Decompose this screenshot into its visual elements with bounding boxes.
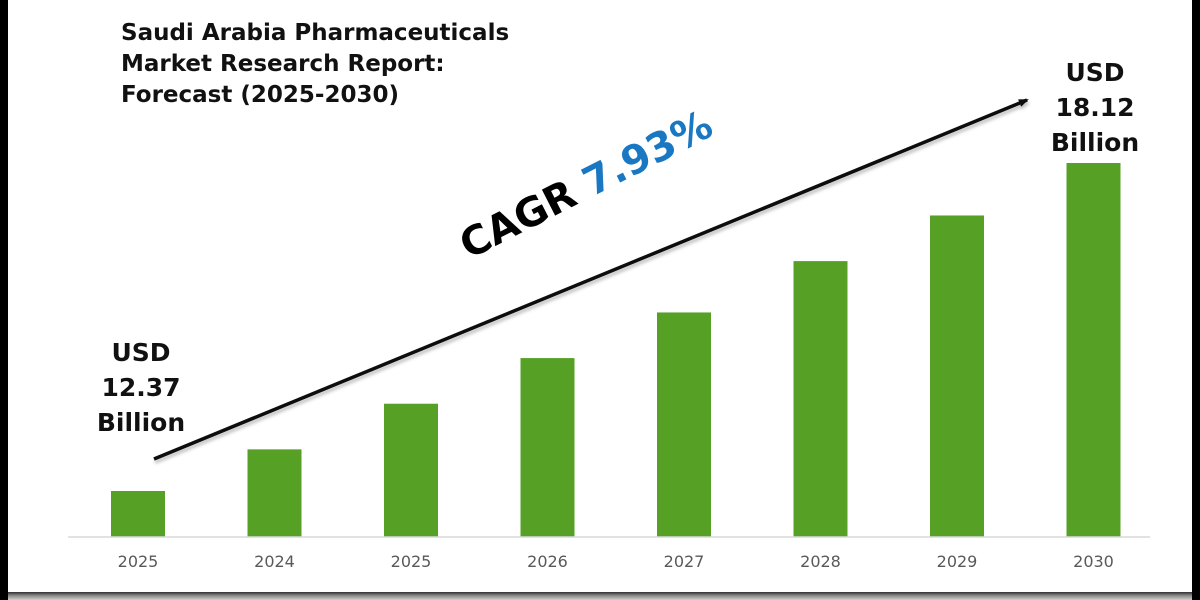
bar-2026-3 — [520, 358, 575, 537]
x-tick-label: 2026 — [527, 552, 568, 571]
x-tick-label: 2025 — [391, 552, 432, 571]
x-tick-label: 2024 — [254, 552, 295, 571]
x-tick-label: 2030 — [1073, 552, 1114, 571]
frame-bottom-shadow — [8, 592, 1192, 600]
bar-2029-6 — [930, 215, 984, 538]
bar-2025-2 — [384, 403, 438, 537]
bar-2028-5 — [793, 261, 848, 537]
bar-2030-7 — [1066, 163, 1121, 537]
x-tick-label: 2025 — [118, 552, 159, 571]
chart-title: Saudi Arabia Pharmaceuticals Market Rese… — [121, 18, 509, 111]
title-line-3: Forecast (2025-2030) — [121, 82, 399, 108]
trend-arrow — [153, 98, 1029, 461]
start-value-label: USD 12.37 Billion — [91, 335, 191, 440]
x-tick-label: 2028 — [800, 552, 841, 571]
chart-canvas: 2025 2024 2025 2026 2027 2028 2029 2030 Saudi A… — [8, 0, 1192, 592]
end-value-label: USD 18.12 Billion — [1045, 55, 1145, 160]
title-line-1: Saudi Arabia Pharmaceuticals — [121, 20, 510, 46]
x-tick-label: 2029 — [937, 552, 978, 571]
x-axis-ticks: 2025 2024 2025 2026 2027 2028 2029 2030 — [118, 552, 1114, 571]
end-value-amount: 18.12 — [1055, 93, 1135, 122]
start-value-unit: Billion — [96, 408, 186, 437]
end-value-currency: USD — [1065, 58, 1125, 87]
end-value-unit: Billion — [1050, 128, 1140, 157]
bar-chart: 2025 2024 2025 2026 2027 2028 2029 2030 — [68, 98, 1150, 571]
bar-2024-1 — [247, 449, 302, 537]
bars-group — [111, 163, 1121, 538]
x-tick-label: 2027 — [664, 552, 705, 571]
start-value-currency: USD — [111, 338, 171, 367]
bar-2027-4 — [657, 312, 711, 537]
start-value-amount: 12.37 — [101, 373, 181, 402]
title-line-2: Market Research Report: — [121, 51, 445, 77]
bar-2025-0 — [111, 491, 165, 537]
